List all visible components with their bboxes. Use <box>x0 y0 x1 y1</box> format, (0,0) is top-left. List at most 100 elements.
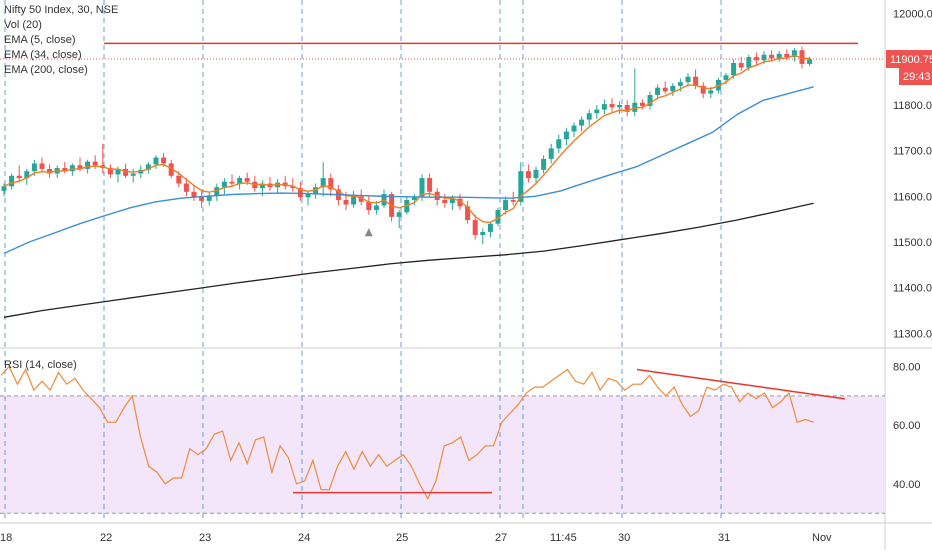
candle-body[interactable] <box>799 50 805 64</box>
candle-body[interactable] <box>503 199 509 211</box>
candle-body[interactable] <box>199 197 205 201</box>
candle-body[interactable] <box>145 164 151 170</box>
candle-body[interactable] <box>328 178 334 190</box>
candle-body[interactable] <box>191 191 197 198</box>
candle-body[interactable] <box>457 198 463 207</box>
candle-body[interactable] <box>411 197 417 200</box>
candle-body[interactable] <box>685 76 691 83</box>
candle-body[interactable] <box>693 76 699 86</box>
ema5-legend[interactable]: EMA (5, close) <box>4 34 76 46</box>
candle-body[interactable] <box>396 212 402 217</box>
candle-body[interactable] <box>373 205 379 211</box>
candle-body[interactable] <box>313 187 319 195</box>
candle-body[interactable] <box>465 206 471 221</box>
candle-body[interactable] <box>624 105 630 112</box>
candle-body[interactable] <box>541 158 547 170</box>
rsi-legend-label[interactable]: RSI (14, close) <box>4 359 77 371</box>
candle-body[interactable] <box>427 178 433 192</box>
candle-body[interactable] <box>176 175 182 184</box>
candle-body[interactable] <box>92 161 98 166</box>
candle-body[interactable] <box>366 201 372 211</box>
ema200-line[interactable] <box>3 202 814 318</box>
vol-legend[interactable]: Vol (20) <box>4 19 42 31</box>
candle-body[interactable] <box>153 157 159 165</box>
candle-body[interactable] <box>305 194 311 198</box>
candle-body[interactable] <box>723 75 729 80</box>
candle-body[interactable] <box>297 188 303 198</box>
candle-body[interactable] <box>731 63 737 76</box>
candle-body[interactable] <box>647 94 653 106</box>
candle-body[interactable] <box>708 90 714 94</box>
candle-body[interactable] <box>24 171 30 179</box>
candle-body[interactable] <box>320 178 326 188</box>
candle-body[interactable] <box>77 165 83 169</box>
candle-body[interactable] <box>358 196 364 202</box>
candle-body[interactable] <box>107 168 113 175</box>
candle-body[interactable] <box>1 186 7 191</box>
candle-body[interactable] <box>472 220 478 236</box>
ema200-legend[interactable]: EMA (200, close) <box>4 64 88 76</box>
candle-body[interactable] <box>290 186 296 189</box>
candle-body[interactable] <box>662 87 668 92</box>
candle-body[interactable] <box>548 148 554 159</box>
candle-body[interactable] <box>130 173 136 176</box>
candle-body[interactable] <box>168 163 174 176</box>
candle-body[interactable] <box>807 59 813 64</box>
candle-body[interactable] <box>343 199 349 205</box>
candle-body[interactable] <box>221 181 227 188</box>
candle-body[interactable] <box>404 199 410 213</box>
candle-body[interactable] <box>791 50 797 58</box>
rsi-divergence-line[interactable] <box>636 368 846 400</box>
price-axis[interactable]: 12000.0011900.0011800.0011700.0011600.00… <box>886 9 932 491</box>
candle-body[interactable] <box>617 105 623 108</box>
candle-body[interactable] <box>214 187 220 196</box>
candle-body[interactable] <box>586 113 592 120</box>
candle-body[interactable] <box>579 119 585 126</box>
candle-body[interactable] <box>47 168 53 174</box>
candle-body[interactable] <box>639 102 645 106</box>
candle-body[interactable] <box>738 63 744 68</box>
candle-body[interactable] <box>609 104 615 108</box>
candle-body[interactable] <box>9 175 15 187</box>
candle-body[interactable] <box>419 178 425 198</box>
candle-body[interactable] <box>518 171 524 202</box>
candle-body[interactable] <box>761 54 767 61</box>
candle-body[interactable] <box>601 104 607 110</box>
rsi-pane[interactable] <box>0 365 846 500</box>
symbol-title[interactable]: Nifty 50 Index, 30, NSE <box>4 4 119 16</box>
ema34-line[interactable] <box>3 86 814 255</box>
ema5-line[interactable] <box>3 54 810 224</box>
candle-body[interactable] <box>161 157 167 164</box>
candle-body[interactable] <box>700 85 706 94</box>
candle-body[interactable] <box>784 53 790 58</box>
candle-body[interactable] <box>449 198 455 204</box>
candle-body[interactable] <box>487 223 493 232</box>
price-badge[interactable] <box>886 50 932 69</box>
candle-body[interactable] <box>62 168 68 172</box>
candle-body[interactable] <box>776 53 782 59</box>
candle-body[interactable] <box>69 165 75 172</box>
candle-body[interactable] <box>571 125 577 132</box>
countdown-badge[interactable] <box>899 68 932 86</box>
candle-body[interactable] <box>85 161 91 169</box>
candle-body[interactable] <box>237 178 243 184</box>
candle-body[interactable] <box>525 171 531 179</box>
candle-body[interactable] <box>677 82 683 86</box>
candle-body[interactable] <box>533 169 539 179</box>
candle-body[interactable] <box>556 139 562 149</box>
candle-body[interactable] <box>510 199 516 202</box>
candle-body[interactable] <box>655 87 661 95</box>
candle-body[interactable] <box>183 183 189 192</box>
candle-body[interactable] <box>563 131 569 140</box>
candle-body[interactable] <box>206 195 212 201</box>
price-pane[interactable] <box>0 42 885 318</box>
candle-body[interactable] <box>632 102 638 112</box>
candle-body[interactable] <box>480 231 486 236</box>
candle-body[interactable] <box>39 163 45 169</box>
candle-body[interactable] <box>769 54 775 59</box>
ema34-legend[interactable]: EMA (34, close) <box>4 49 82 61</box>
candle-body[interactable] <box>31 163 37 172</box>
candle-body[interactable] <box>229 181 235 184</box>
